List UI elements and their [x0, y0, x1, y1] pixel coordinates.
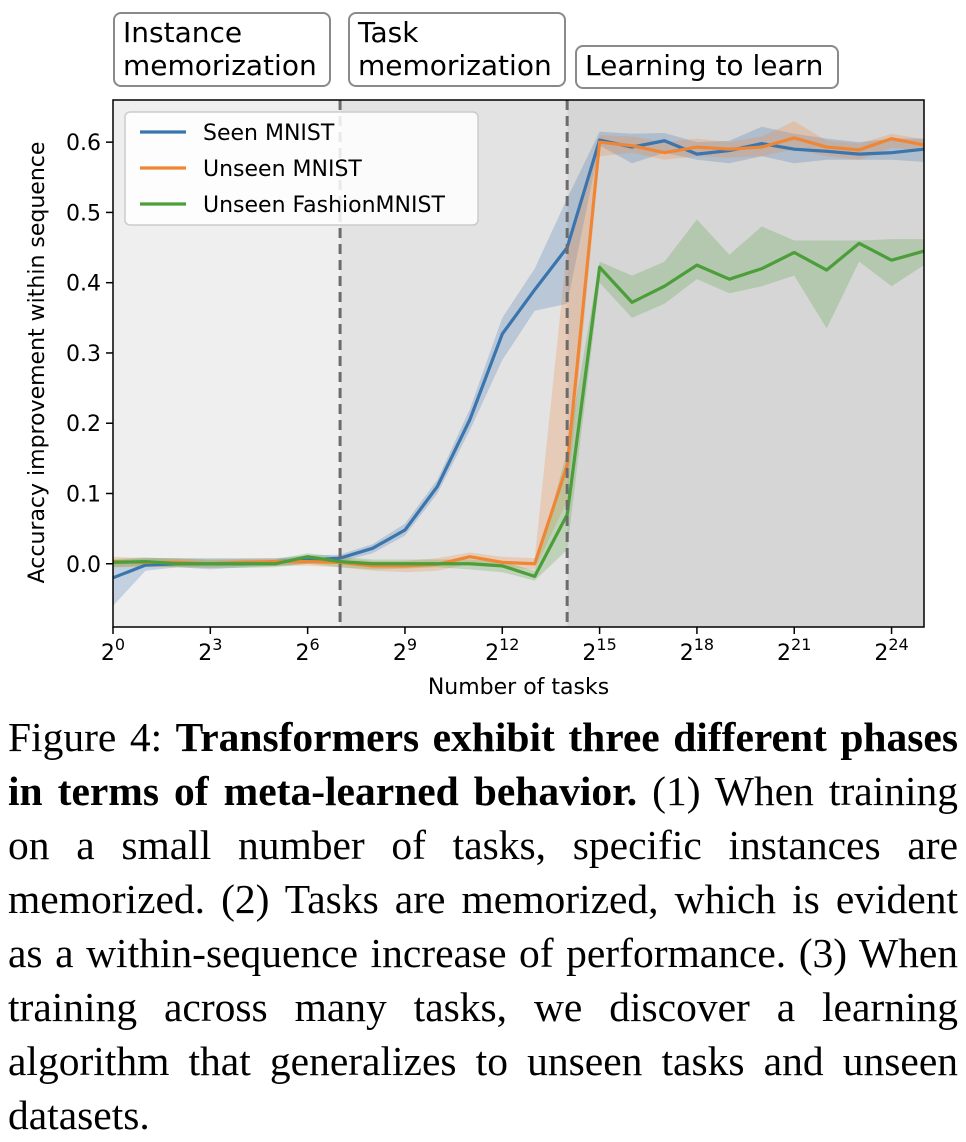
x-tick-label: 224 [874, 635, 908, 666]
plot-frame [112, 99, 925, 628]
y-tick-label: 0.6 [66, 131, 101, 156]
y-tick-label: 0.4 [66, 272, 101, 297]
x-tick-label: 212 [485, 635, 519, 666]
phase-label-task-memorization: Task memorization [348, 12, 566, 87]
line-chart: 0.0 0.1 0.2 0.3 0.4 0.5 0.6 20 23 26 29 212 215 218 22… [25, 99, 925, 700]
caption-title: Transformers exhibit three different pha… [8, 714, 958, 814]
phase-label-instance-memorization: Instance memorization [113, 12, 331, 87]
y-tick-label: 0.0 [66, 553, 101, 578]
legend-label-3: Unseen FashionMNIST [203, 193, 445, 218]
series-line-3 [112, 241, 925, 579]
x-axis-title: Number of tasks [428, 675, 609, 700]
legend-box [124, 111, 479, 226]
y-tick-label: 0.1 [66, 482, 101, 507]
legend-label-1: Seen MNIST [203, 121, 335, 146]
x-tick-label: 218 [680, 635, 714, 666]
phase-label-learning-to-learn: Learning to learn [575, 45, 839, 89]
x-tick-label: 221 [777, 635, 811, 666]
legend-label-2: Unseen MNIST [203, 157, 362, 182]
figure-caption: Figure 4: Transformers exhibit three dif… [8, 710, 958, 1142]
caption-prefix: Figure 4: [8, 714, 176, 760]
y-axis-title: Accuracy improvement within sequence [25, 142, 50, 584]
y-tick-label: 0.3 [66, 342, 101, 367]
y-tick-label: 0.5 [66, 201, 101, 226]
x-tick-label: 26 [296, 635, 320, 666]
x-tick-label: 20 [101, 635, 125, 666]
phase-region-3 [567, 100, 924, 627]
caption-body: (1) When training on a small number of t… [8, 768, 959, 1138]
x-tick-label: 23 [198, 635, 222, 666]
x-tick-label: 215 [582, 635, 616, 666]
x-tick-label: 29 [393, 635, 417, 666]
y-tick-label: 0.2 [66, 412, 101, 437]
